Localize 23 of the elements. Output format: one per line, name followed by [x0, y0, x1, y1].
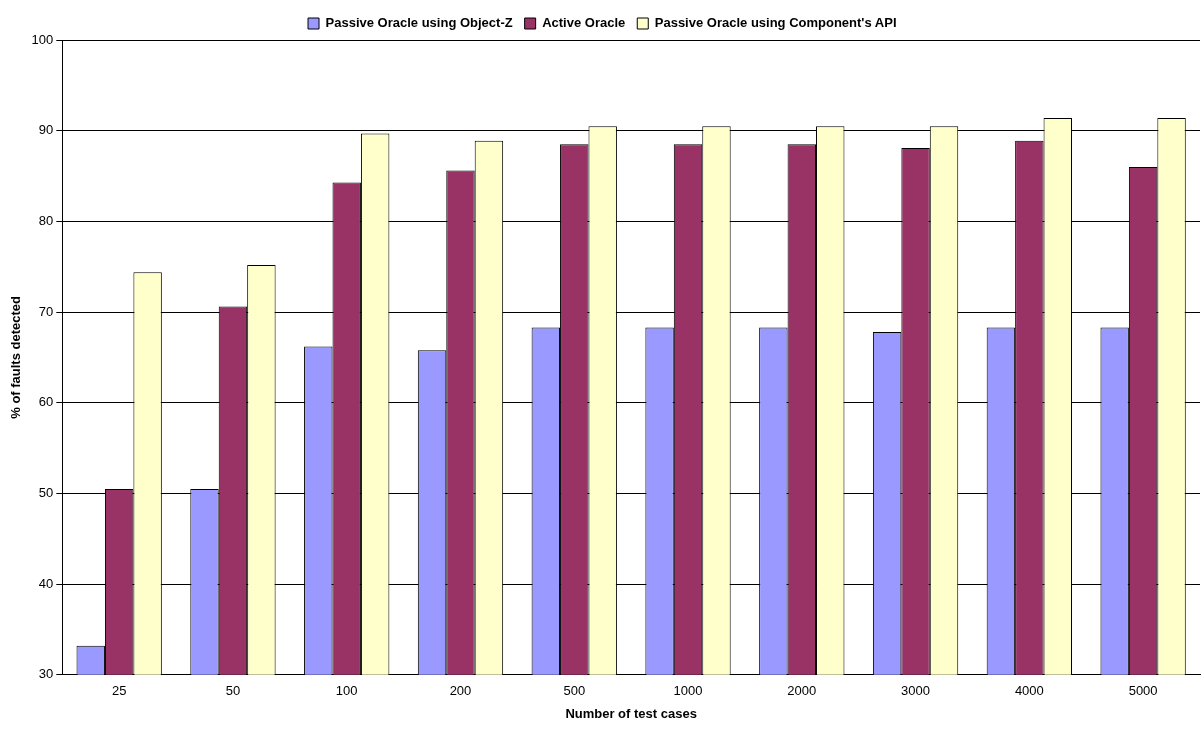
x-tick-label: 5000	[1128, 683, 1158, 699]
legend-label: Active Oracle	[542, 15, 626, 31]
y-tick-label: 30	[38, 666, 54, 682]
x-tick-label: 4000	[1014, 683, 1044, 699]
x-axis-title: Number of test cases	[565, 705, 697, 721]
y-tick-label: 90	[38, 122, 54, 138]
y-tick-label: 40	[38, 575, 54, 591]
y-tick-label: 60	[38, 394, 54, 410]
legend-label: Passive Oracle using Component's API	[654, 15, 897, 31]
x-tick-label: 50	[225, 683, 241, 699]
y-tick-label: 80	[38, 212, 54, 228]
y-tick-label: 70	[38, 303, 54, 319]
x-tick-label: 2000	[787, 683, 817, 699]
y-tick-label: 100	[31, 31, 54, 47]
y-tick-label: 50	[38, 485, 54, 501]
y-axis-title: % of faults detected	[8, 295, 24, 419]
x-tick-label: 1000	[673, 683, 703, 699]
x-tick-label: 200	[449, 683, 472, 699]
x-tick-label: 100	[335, 683, 358, 699]
x-tick-label: 3000	[901, 683, 931, 699]
x-tick-label: 25	[111, 683, 127, 699]
x-tick-label: 500	[563, 683, 586, 699]
legend-label: Passive Oracle using Object-Z	[325, 15, 513, 31]
